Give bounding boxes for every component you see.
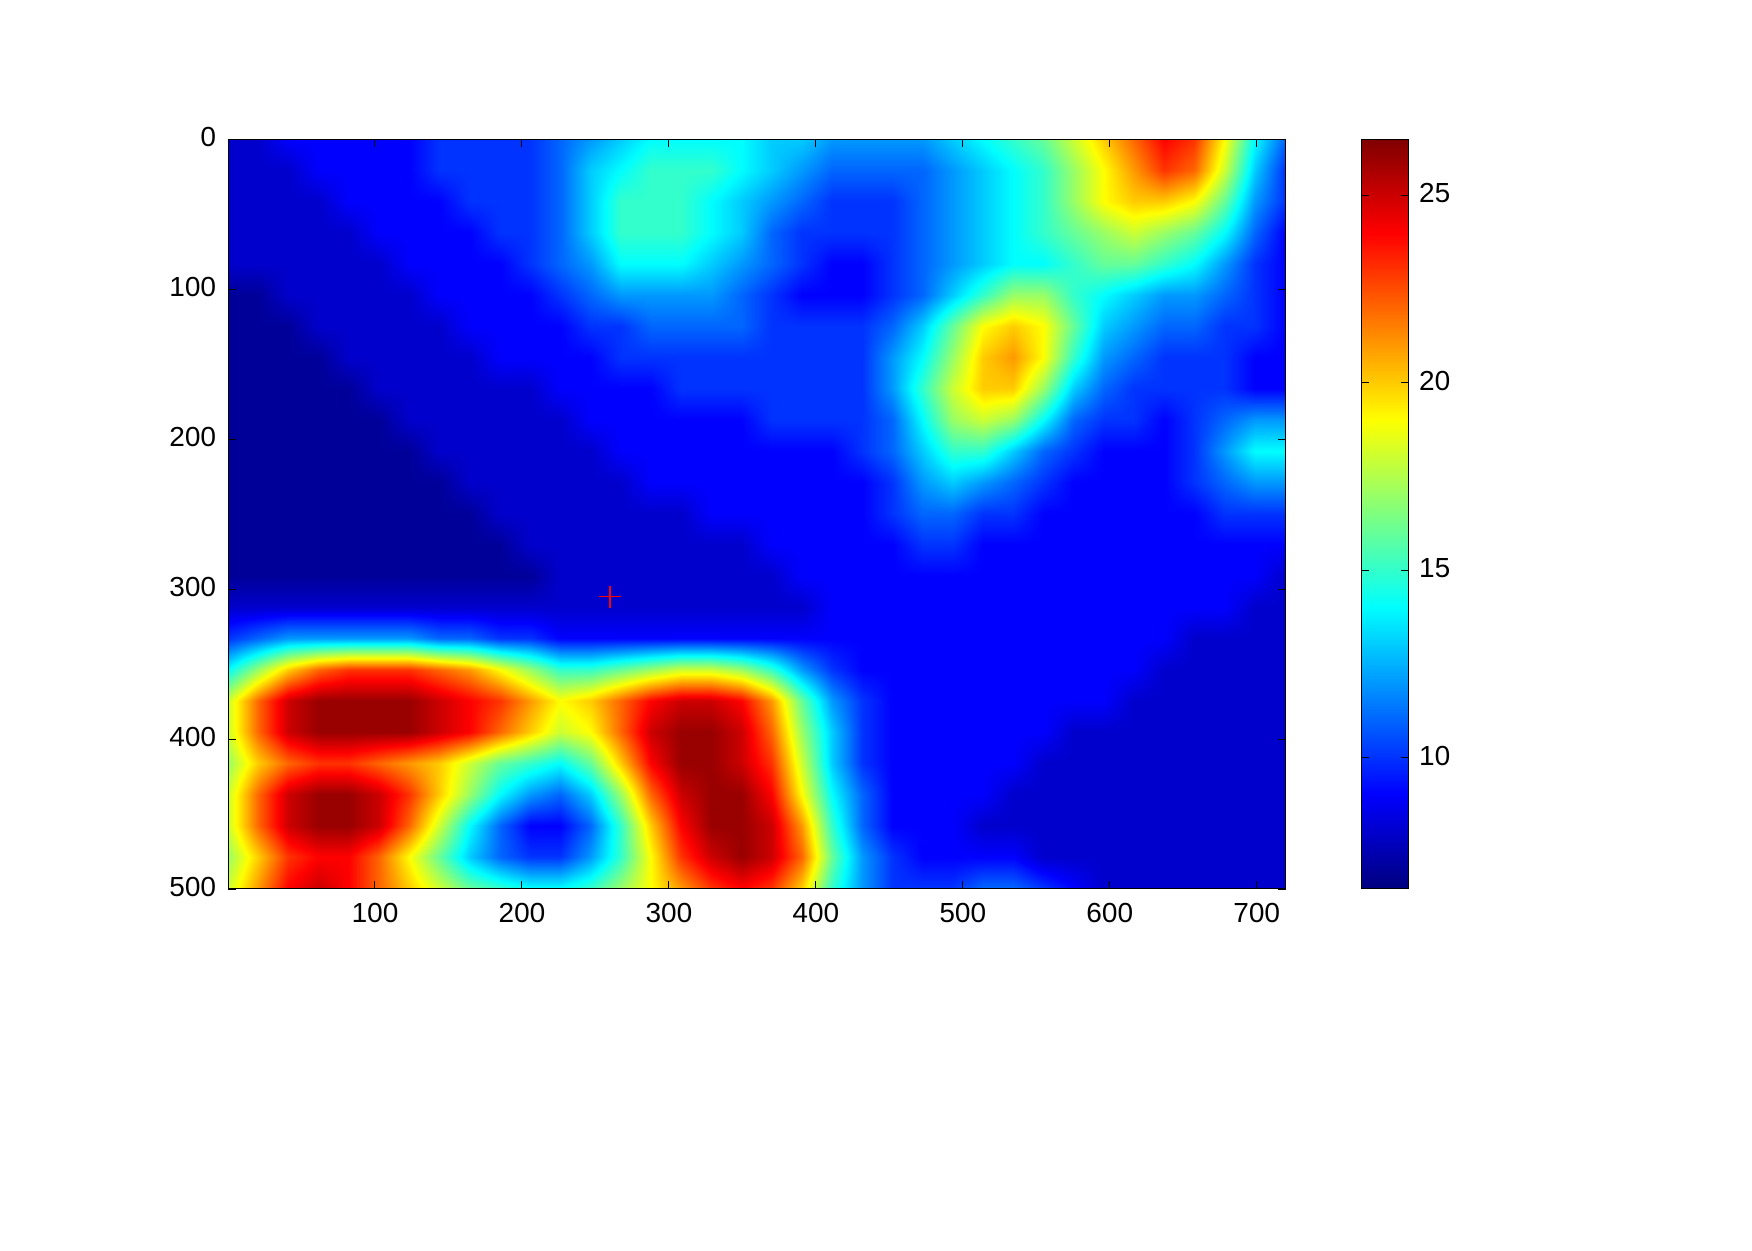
ytick-right	[1278, 439, 1286, 440]
ytick-left	[228, 289, 236, 290]
xtick-label: 200	[482, 897, 562, 929]
xtick-label: 400	[776, 897, 856, 929]
ytick-label: 500	[156, 871, 216, 903]
colorbar-tick-right	[1401, 570, 1409, 571]
xtick-label: 300	[629, 897, 709, 929]
colorbar-tick-left	[1361, 757, 1369, 758]
colorbar-tick-right	[1401, 195, 1409, 196]
colorbar-tick-label: 10	[1419, 740, 1479, 772]
xtick-top	[815, 139, 816, 147]
colorbar-tick-label: 25	[1419, 177, 1479, 209]
xtick-bottom	[1256, 881, 1257, 889]
heatmap-plot-area	[228, 139, 1286, 889]
ytick-right	[1278, 589, 1286, 590]
colorbar-tick-left	[1361, 382, 1369, 383]
xtick-label: 700	[1217, 897, 1297, 929]
xtick-top	[374, 139, 375, 147]
colorbar-tick-right	[1401, 757, 1409, 758]
xtick-label: 100	[335, 897, 415, 929]
colorbar-gradient	[1361, 139, 1409, 889]
xtick-label: 600	[1070, 897, 1150, 929]
xtick-bottom	[815, 881, 816, 889]
xtick-bottom	[962, 881, 963, 889]
xtick-label: 500	[923, 897, 1003, 929]
ytick-label: 300	[156, 571, 216, 603]
ytick-label: 0	[156, 121, 216, 153]
xtick-top	[1109, 139, 1110, 147]
xtick-bottom	[374, 881, 375, 889]
ytick-left	[228, 889, 236, 890]
ytick-right	[1278, 889, 1286, 890]
xtick-top	[962, 139, 963, 147]
xtick-bottom	[668, 881, 669, 889]
ytick-left	[228, 739, 236, 740]
xtick-top	[1256, 139, 1257, 147]
ytick-label: 400	[156, 721, 216, 753]
colorbar-tick-left	[1361, 570, 1369, 571]
ytick-label: 200	[156, 421, 216, 453]
colorbar-tick-label: 20	[1419, 365, 1479, 397]
xtick-bottom	[521, 881, 522, 889]
xtick-bottom	[1109, 881, 1110, 889]
colorbar-tick-left	[1361, 195, 1369, 196]
ytick-right	[1278, 739, 1286, 740]
colorbar-tick-label: 15	[1419, 552, 1479, 584]
ytick-label: 100	[156, 271, 216, 303]
xtick-top	[668, 139, 669, 147]
ytick-right	[1278, 289, 1286, 290]
ytick-left	[228, 139, 236, 140]
colorbar	[1361, 139, 1409, 889]
ytick-left	[228, 439, 236, 440]
xtick-top	[521, 139, 522, 147]
heatmap-canvas	[228, 139, 1286, 889]
ytick-right	[1278, 139, 1286, 140]
figure: 100 200 300 400 500 600 700 0 100 200 300 400 500 1…	[0, 0, 1752, 1251]
ytick-left	[228, 589, 236, 590]
colorbar-tick-right	[1401, 382, 1409, 383]
